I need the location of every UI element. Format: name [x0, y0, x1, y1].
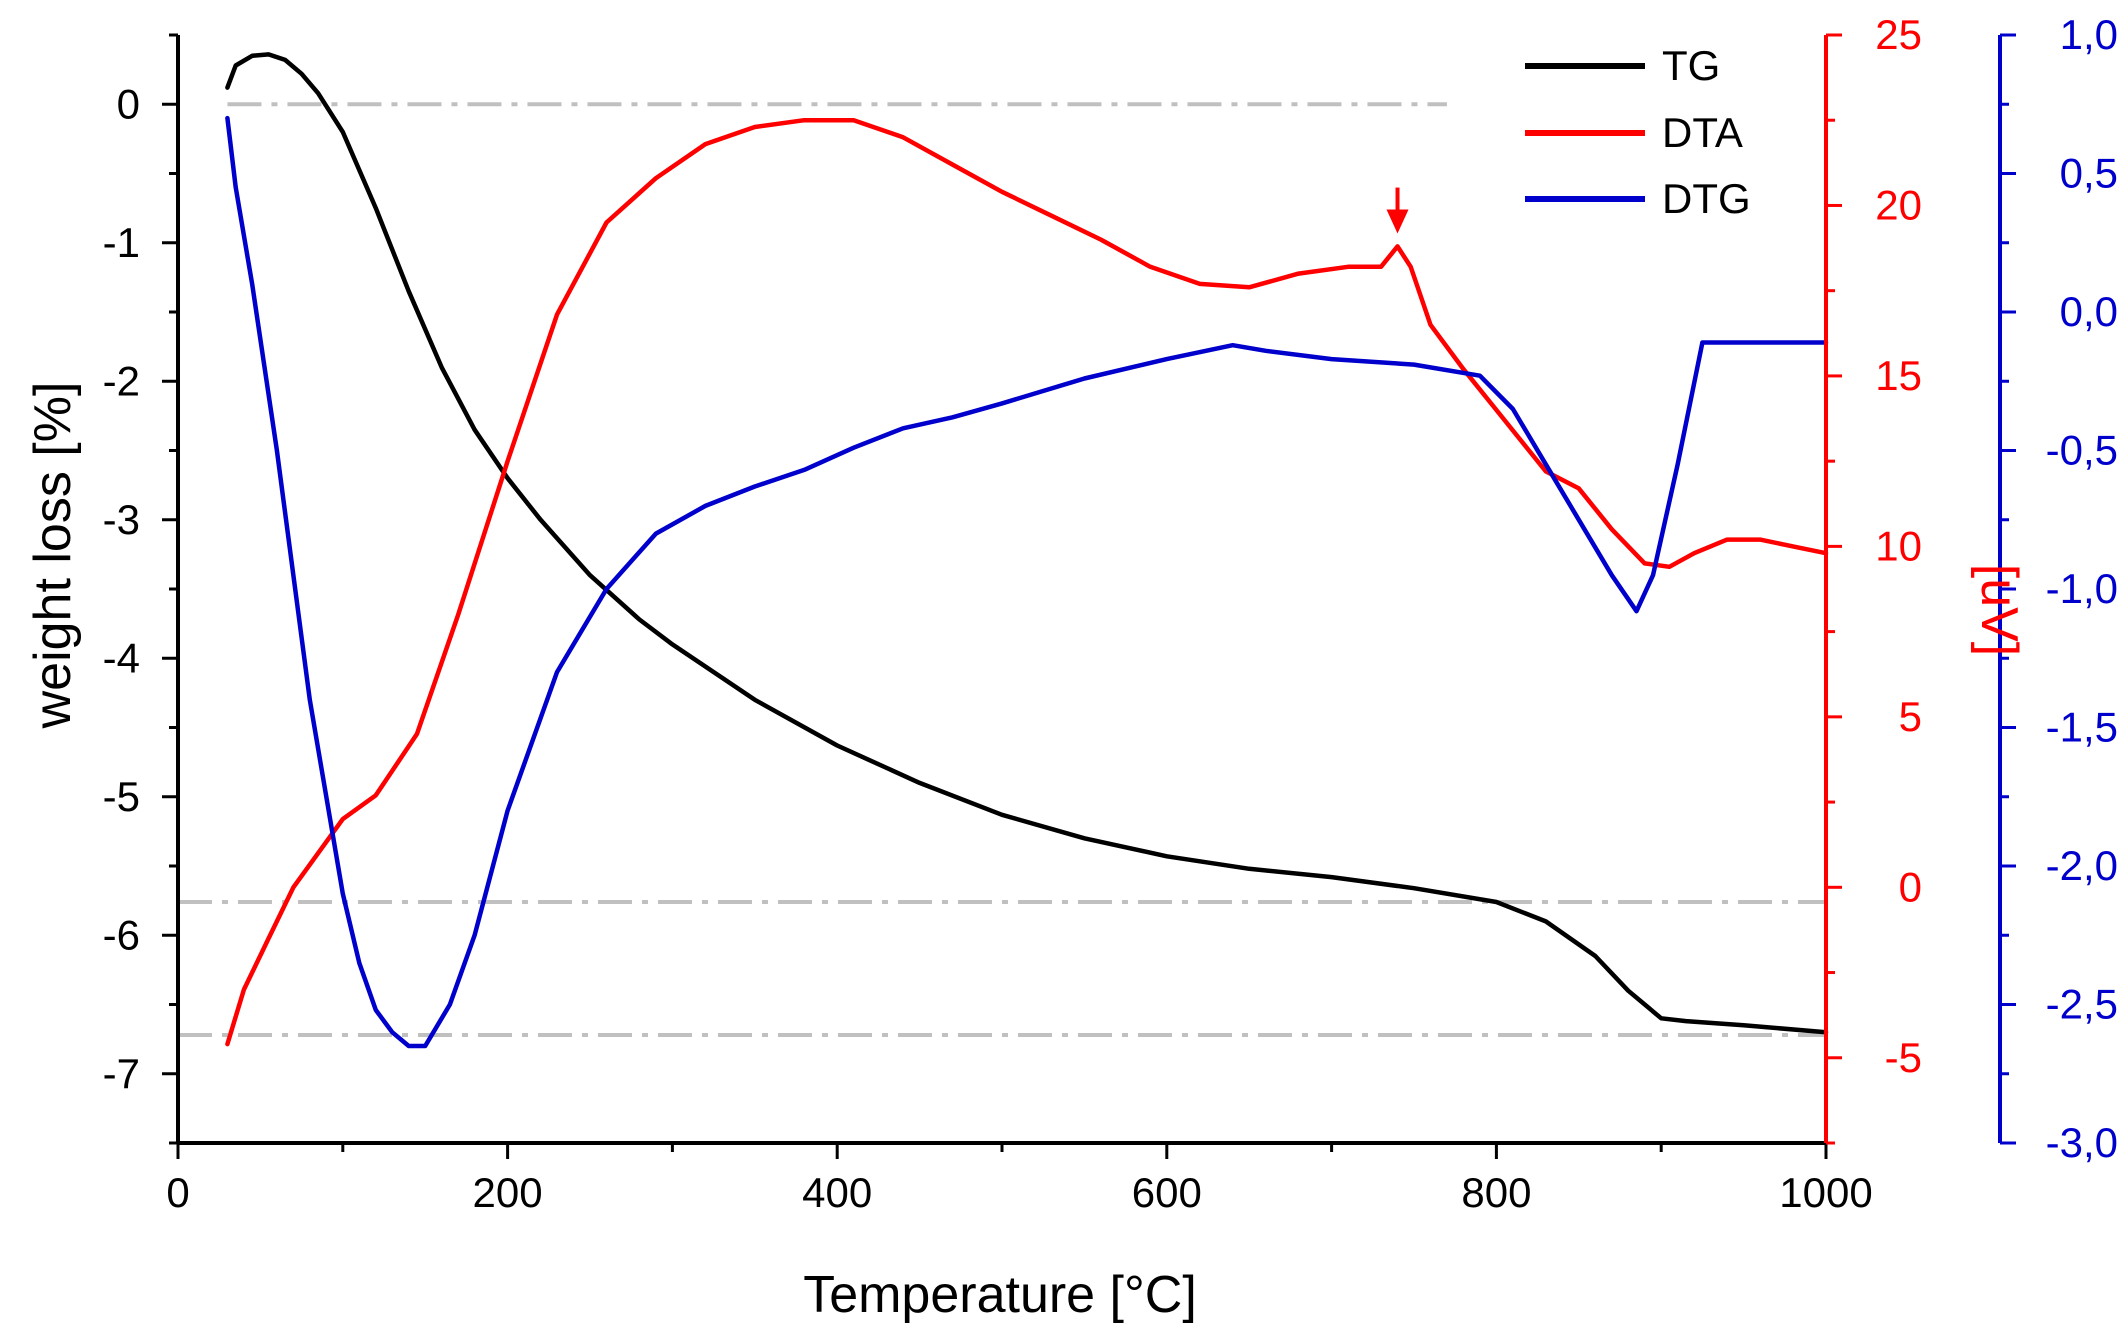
- y2-tick-label: 15: [1875, 352, 1922, 399]
- legend: TG DTA DTG: [1525, 42, 1751, 222]
- y2-tick-label: -5: [1885, 1034, 1922, 1081]
- x-tick-label: 200: [473, 1169, 543, 1216]
- y-tick-label: 0: [117, 80, 140, 127]
- y3-tick-label: -1,5: [2046, 704, 2118, 751]
- x-axis-title: Temperature [°C]: [803, 1266, 1197, 1324]
- y2-tick-label: 10: [1875, 522, 1922, 569]
- series-dtg-line: [225, 115, 1829, 1049]
- y-axis-title: weight loss [%]: [24, 382, 82, 730]
- y3-tick-label: -1,0: [2046, 565, 2118, 612]
- x-tick-label: 600: [1132, 1169, 1202, 1216]
- y2-axis-title: [uV]: [1970, 564, 2028, 657]
- y2-tick-label: 25: [1875, 11, 1922, 58]
- y-tick-label: -2: [103, 357, 140, 404]
- y-tick-label: -4: [103, 634, 140, 681]
- series-dta-line: [225, 117, 1829, 1047]
- y2-tick-label: 0: [1899, 863, 1922, 910]
- x-tick-label: 1000: [1779, 1169, 1872, 1216]
- y2-tick-label: 5: [1899, 693, 1922, 740]
- y3-tick-label: -3,0: [2046, 1119, 2118, 1166]
- x-tick-label: 800: [1461, 1169, 1531, 1216]
- legend-dtg-label: DTG: [1662, 175, 1751, 222]
- y-tick-label: -5: [103, 773, 140, 820]
- y-tick-label: -1: [103, 219, 140, 266]
- y3-tick-label: -2,0: [2046, 842, 2118, 889]
- y3-tick-label: 0,0: [2060, 288, 2118, 335]
- legend-tg-label: TG: [1662, 42, 1720, 89]
- x-tick-label: 400: [802, 1169, 872, 1216]
- x-tick-label: 0: [166, 1169, 189, 1216]
- dta-peak-arrow-head: [1386, 209, 1409, 234]
- y-tick-label: -3: [103, 496, 140, 543]
- y-tick-label: -7: [103, 1050, 140, 1097]
- y2-tick-label: 20: [1875, 181, 1922, 228]
- y3-tick-label: -0,5: [2046, 427, 2118, 474]
- legend-dta-label: DTA: [1662, 109, 1743, 156]
- y3-tick-label: 1,0: [2060, 11, 2118, 58]
- y3-tick-label: -2,5: [2046, 981, 2118, 1028]
- series-tg-line: [225, 52, 1829, 1035]
- y3-tick-label: 0,5: [2060, 150, 2118, 197]
- y-tick-label: -6: [103, 911, 140, 958]
